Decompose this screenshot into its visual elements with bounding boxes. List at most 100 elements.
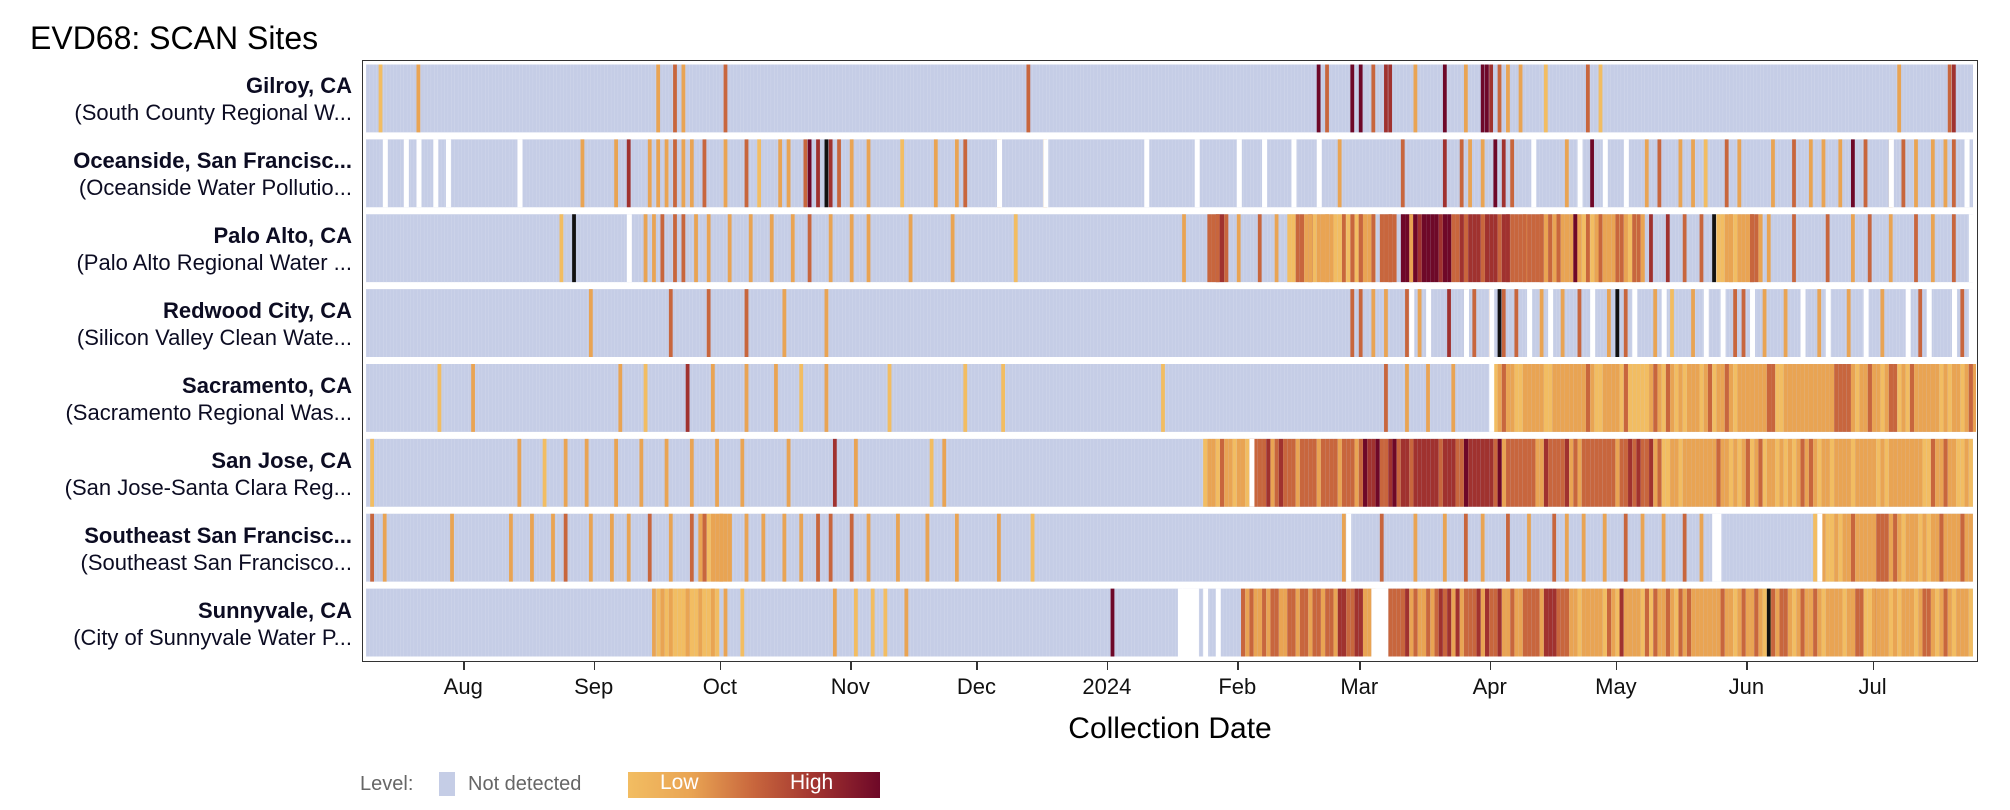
sample-cell-divider: [1545, 289, 1547, 357]
sample-cell-divider: [1416, 364, 1418, 432]
sample-cell-divider: [485, 64, 486, 133]
detection-band-cell: [1813, 588, 1818, 657]
sample-cell-divider: [437, 513, 438, 582]
sample-cell-divider: [1277, 139, 1278, 208]
sample-cell-divider: [461, 64, 462, 133]
sample-cell-divider: [1586, 513, 1588, 582]
sample-cell-divider: [366, 214, 367, 283]
sample-cell-divider: [1039, 139, 1040, 208]
sample-cell-divider: [1012, 438, 1013, 507]
missing-sample-gap: [1531, 139, 1537, 208]
sample-cell-divider: [556, 438, 557, 507]
sample-cell-divider: [1457, 64, 1458, 133]
detection-cell: [954, 139, 959, 208]
sample-cell-divider: [753, 513, 755, 582]
sample-cell-divider: [1093, 214, 1095, 283]
detection-cell: [1518, 64, 1523, 133]
sample-cell-divider: [706, 64, 707, 133]
sample-cell-divider: [668, 139, 670, 208]
sample-cell-divider: [1695, 64, 1696, 133]
sample-cell-divider: [1811, 214, 1812, 283]
sample-cell-divider: [1579, 64, 1581, 133]
missing-sample-gap: [382, 139, 388, 208]
sample-cell-divider: [522, 214, 523, 283]
detection-band-cell: [1834, 438, 1839, 507]
sample-cell-divider: [638, 438, 639, 507]
detection-cell: [370, 513, 374, 582]
detection-band-cell: [1266, 588, 1271, 657]
sample-cell-divider: [655, 64, 656, 133]
sample-cell-divider: [1165, 289, 1166, 357]
sample-cell-divider: [702, 438, 704, 507]
sample-cell-divider: [461, 214, 462, 283]
sample-cell-divider: [1131, 64, 1132, 133]
sample-cell-divider: [978, 438, 979, 507]
sample-cell-divider: [1236, 588, 1237, 657]
sample-cell-divider: [1484, 364, 1486, 432]
missing-sample-gap: [433, 139, 439, 208]
sample-cell-divider: [899, 64, 901, 133]
sample-cell-divider: [1834, 139, 1836, 208]
detection-band-cell: [1686, 438, 1692, 507]
sample-cell-divider: [1256, 289, 1258, 357]
sample-cell-divider: [1460, 513, 1462, 582]
sample-cell-divider: [379, 438, 381, 507]
sample-cell-divider: [583, 364, 585, 432]
sample-cell-divider: [1069, 513, 1071, 582]
heatmap-row: [366, 289, 1974, 357]
sample-cell-divider: [763, 214, 765, 283]
detection-cell: [816, 139, 820, 208]
detection-cell: [1480, 139, 1485, 208]
sample-cell-divider: [702, 364, 704, 432]
sample-cell-divider: [961, 588, 962, 657]
sample-cell-divider: [576, 438, 578, 507]
sample-cell-divider: [468, 64, 469, 133]
sample-cell-divider: [1369, 364, 1370, 432]
sample-cell-divider: [1127, 64, 1129, 133]
sample-cell-divider: [461, 364, 462, 432]
sample-cell-divider: [961, 513, 962, 582]
sample-cell-divider: [1192, 364, 1193, 432]
sample-cell-divider: [780, 64, 782, 133]
sample-cell-divider: [1522, 513, 1523, 582]
sample-cell-divider: [791, 364, 792, 432]
sample-cell-divider: [1107, 289, 1108, 357]
sample-cell-divider: [1192, 139, 1193, 208]
sample-cell-divider: [1695, 513, 1696, 582]
detection-band-cell: [1771, 364, 1776, 432]
sample-cell-divider: [607, 214, 608, 283]
sample-cell-divider: [1195, 214, 1197, 283]
detection-band-cell: [1893, 438, 1898, 507]
sample-cell-divider: [1151, 513, 1152, 582]
sample-cell-divider: [1430, 364, 1431, 432]
sample-cell-divider: [485, 289, 486, 357]
sample-cell-divider: [508, 438, 510, 507]
sample-cell-divider: [794, 64, 795, 133]
sample-cell-divider: [1627, 289, 1628, 357]
sample-cell-divider: [801, 139, 802, 208]
detection-band-cell: [1787, 364, 1793, 432]
detection-band-cell: [1842, 513, 1847, 582]
detection-band-cell: [1476, 588, 1481, 657]
sample-cell-divider: [420, 588, 421, 657]
sample-cell-divider: [1396, 513, 1397, 582]
sample-cell-divider: [1049, 214, 1050, 283]
detection-band-cell: [1598, 364, 1603, 432]
sample-cell-divider: [1556, 64, 1557, 133]
sample-cell-divider: [1168, 438, 1169, 507]
sample-cell-divider: [1695, 139, 1696, 208]
sample-cell-divider: [1777, 64, 1778, 133]
sample-cell-divider: [733, 513, 734, 582]
sample-cell-divider: [1821, 139, 1822, 208]
detection-band-cell: [1518, 214, 1523, 283]
sample-cell-divider: [1420, 139, 1421, 208]
detection-band-cell: [1695, 438, 1700, 507]
sample-cell-divider: [821, 364, 823, 432]
detection-band-cell: [1358, 588, 1363, 657]
sample-cell-divider: [495, 438, 496, 507]
sample-cell-divider: [1389, 289, 1390, 357]
sample-cell-divider: [1260, 364, 1261, 432]
sample-cell-divider: [1120, 289, 1122, 357]
sample-cell-divider: [1450, 364, 1452, 432]
sample-cell-divider: [1811, 289, 1812, 357]
